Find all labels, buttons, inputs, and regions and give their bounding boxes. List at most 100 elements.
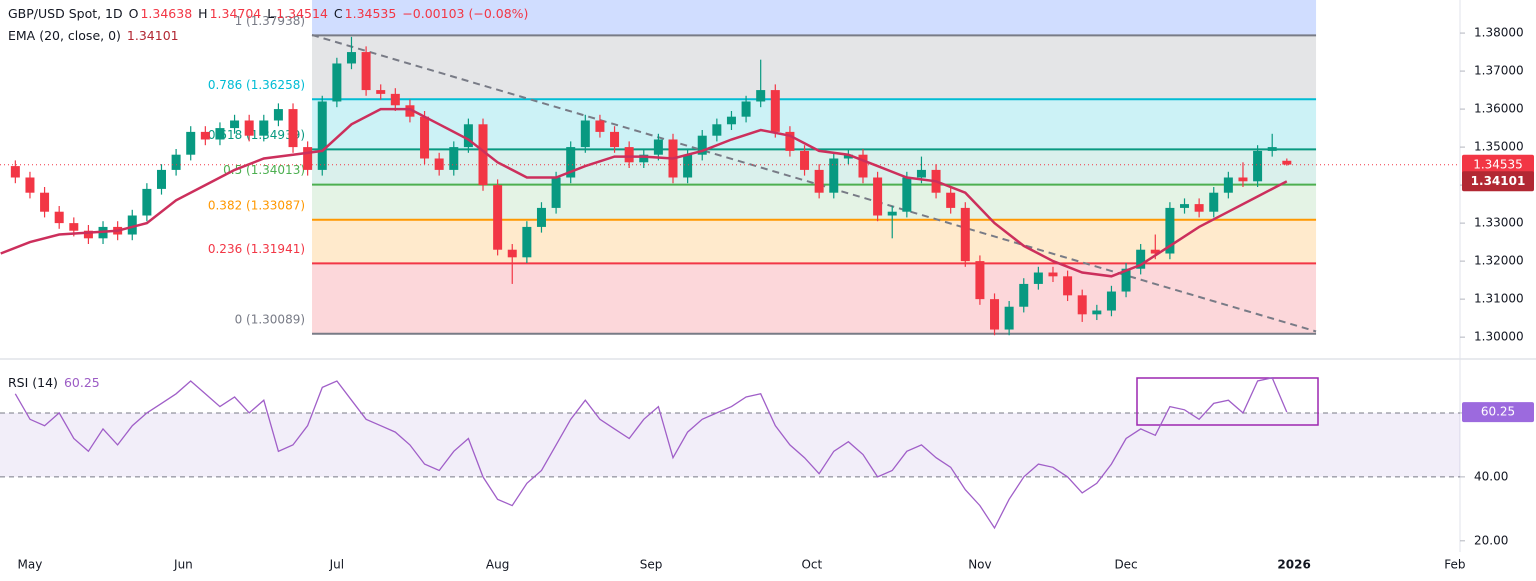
candle-body — [1033, 272, 1043, 284]
candle-body — [1238, 177, 1248, 182]
x-tick-label: Dec — [1114, 558, 1137, 572]
candle-body — [303, 147, 313, 170]
candle-body — [1209, 192, 1219, 212]
candle-body — [1223, 177, 1233, 193]
candle-body — [288, 109, 298, 148]
candle-body — [361, 52, 371, 91]
candle-body — [127, 215, 137, 235]
y-tick-label: 1.31000 — [1474, 292, 1524, 306]
candle-body — [580, 120, 590, 148]
fib-label: 0.786 (1.36258) — [208, 78, 305, 92]
candle-body — [916, 169, 926, 178]
fib-zone — [312, 35, 1317, 100]
x-tick-label: Nov — [968, 558, 991, 572]
fib-label: 0.618 (1.34939) — [208, 128, 305, 142]
candle-body — [230, 120, 240, 129]
o-label: O — [128, 6, 139, 21]
candle-body — [434, 158, 444, 170]
candle-body — [960, 207, 970, 262]
candle-body — [83, 230, 93, 239]
candle-body — [376, 90, 386, 94]
fib-zone — [312, 0, 1317, 36]
price-tag — [1462, 154, 1534, 175]
candle-body — [873, 177, 883, 216]
candle-body — [975, 261, 985, 300]
l-label: L — [267, 6, 275, 21]
candle-body — [346, 52, 356, 64]
candle-body — [1282, 160, 1292, 165]
candle-body — [1150, 249, 1160, 254]
fib-zone — [312, 219, 1317, 264]
fib-zone — [312, 263, 1317, 334]
fib-label: 0.236 (1.31941) — [208, 242, 305, 256]
candle-body — [726, 116, 736, 125]
candle-body — [1253, 150, 1263, 182]
candle-body — [1194, 204, 1204, 212]
rsi-band — [0, 412, 1460, 477]
x-tick-label: Jun — [173, 558, 193, 572]
fib-zone — [312, 184, 1317, 220]
h-label: H — [198, 6, 208, 21]
x-tick-label: Aug — [486, 558, 509, 572]
candle-body — [770, 90, 780, 132]
y-tick-label: 20.00 — [1474, 533, 1508, 547]
candle-body — [186, 131, 196, 155]
candle-body — [990, 299, 1000, 330]
x-tick-label: Jul — [329, 558, 344, 572]
rsi-name: RSI (14) — [8, 375, 58, 390]
candle-body — [566, 147, 576, 178]
candle-body — [69, 223, 79, 231]
candle-body — [1106, 291, 1116, 311]
ema-line — [0, 107, 1288, 278]
high: 1.34704 — [209, 6, 262, 21]
y-tick-label: 1.33000 — [1474, 216, 1524, 230]
candle-body — [449, 147, 459, 170]
candle-body — [390, 93, 400, 106]
candle-body — [200, 131, 210, 140]
candle-body — [902, 177, 912, 212]
candle-body — [1180, 204, 1190, 208]
y-tick-label: 1.35000 — [1474, 140, 1524, 154]
x-tick-label: Feb — [1444, 558, 1465, 572]
y-tick-label: 40.00 — [1474, 469, 1508, 483]
candle-body — [653, 139, 663, 155]
x-tick-label: Oct — [801, 558, 822, 572]
candle-body — [697, 135, 707, 155]
candle-body — [712, 124, 722, 136]
candle-body — [1165, 207, 1175, 254]
candle-body — [142, 188, 152, 216]
candle-body — [551, 177, 561, 208]
x-tick-label: Sep — [640, 558, 663, 572]
candle-body — [1267, 147, 1277, 151]
candle-body — [595, 120, 605, 132]
candle-body — [259, 120, 269, 136]
rsi-line — [14, 377, 1288, 530]
candle-body — [273, 109, 283, 121]
candle-body — [683, 154, 693, 178]
fib-label: 1 (1.37938) — [235, 14, 305, 28]
candle-body — [1004, 306, 1014, 330]
fib-zone — [312, 99, 1317, 150]
rsi-tag-label: 60.25 — [1481, 405, 1515, 419]
candle-body — [1121, 268, 1131, 292]
candle-body — [610, 131, 620, 148]
ema-tag — [1462, 171, 1534, 192]
y-tick-label: 1.36000 — [1474, 102, 1524, 116]
candle-body — [624, 147, 634, 163]
price-tag-label: 1.34535 — [1473, 157, 1523, 171]
candle-body — [493, 185, 503, 250]
y-tick-label: 1.30000 — [1474, 330, 1524, 344]
candle-body — [814, 169, 824, 193]
candle-body — [332, 63, 342, 102]
ema-value: 1.34101 — [126, 28, 179, 43]
rsi-value: 60.25 — [63, 375, 100, 390]
candle-body — [10, 166, 20, 178]
ema-tag-label: 1.34101 — [1471, 174, 1526, 188]
candle-body — [25, 177, 35, 193]
candle-body — [756, 90, 766, 102]
symbol: GBP/USD Spot, 1D — [8, 6, 123, 21]
rsi-annotation-box — [1136, 377, 1319, 426]
candle-body — [215, 128, 225, 140]
